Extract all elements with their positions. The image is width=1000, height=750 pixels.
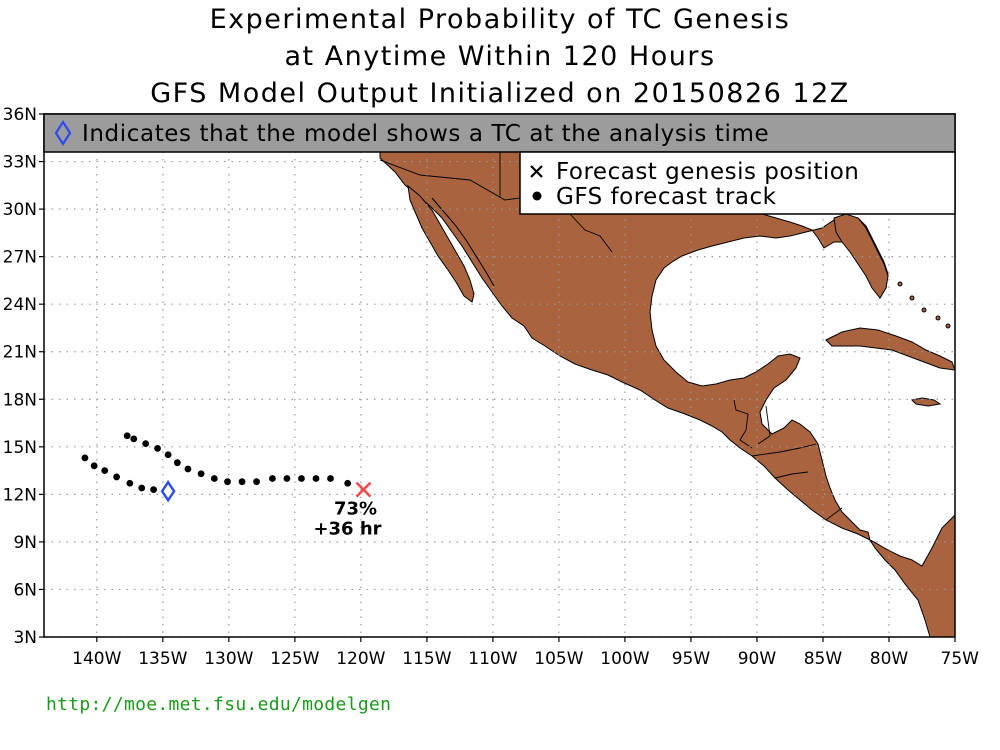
track-dot [197, 470, 205, 478]
x-mark-icon [530, 165, 543, 178]
bahamas-islands [897, 281, 951, 329]
lat-tick-label: 3N [13, 628, 37, 648]
legend-genesis-label: Forecast genesis position [556, 159, 859, 185]
track-dot [238, 478, 246, 486]
track-dot [138, 484, 146, 492]
banner-text: Indicates that the model shows a TC at t… [82, 121, 769, 147]
lon-tick-label: 140W [72, 649, 121, 669]
track-dot [113, 473, 121, 481]
lon-tick-label: 100W [600, 649, 649, 669]
track-dot [130, 435, 138, 443]
analysis-diamond-shape [160, 480, 176, 503]
track-dot [126, 479, 134, 487]
lat-tick-label: 12N [3, 485, 37, 505]
track-dot [210, 475, 218, 482]
lon-tick-label: 125W [270, 649, 319, 669]
lon-tick-label: 115W [402, 649, 451, 669]
map-subtitle: at Anytime Within 120 Hours [284, 41, 716, 72]
dot-icon [532, 191, 542, 201]
baja-california [407, 184, 475, 303]
track-dot [164, 451, 172, 459]
track-dot [283, 475, 291, 482]
lon-tick-label: 85W [804, 649, 843, 669]
lat-tick-label: 30N [3, 200, 37, 220]
genesis-x-stroke [355, 481, 372, 498]
lat-tick-label: 15N [3, 438, 37, 458]
lon-tick-label: 135W [138, 649, 187, 669]
track-dot [298, 475, 305, 482]
jamaica [910, 397, 942, 407]
lon-tick-label: 75W [941, 649, 980, 669]
diamond-icon [54, 119, 72, 147]
track-dot [184, 465, 192, 473]
legend-track-label: GFS forecast track [556, 184, 777, 210]
analysis-tc-diamond-icon [160, 480, 176, 503]
track-dot [312, 475, 320, 482]
genesis-probability-label: 73% [334, 499, 377, 520]
track-dot [327, 475, 334, 482]
lat-tick-label: 18N [3, 390, 37, 410]
track-dot [90, 462, 98, 470]
latitude-labels: 36N 33N 30N 27N 24N 21N 18N 15N 12N 9N 6N 3N [3, 105, 44, 648]
lat-tick-label: 6N [13, 580, 37, 600]
source-url-link[interactable]: http://moe.met.fsu.edu/modelgen [46, 694, 392, 715]
track-dot [269, 475, 276, 482]
model-init-line: GFS Model Output Initialized on 20150826… [150, 78, 850, 109]
lat-tick-label: 27N [3, 248, 37, 268]
gfs-forecast-track [81, 432, 352, 494]
genesis-x-mark-icon [355, 481, 372, 498]
gulf-of-california-coast [431, 197, 495, 287]
track-dot [253, 478, 260, 486]
cuba [825, 327, 955, 371]
lat-tick-label: 33N [3, 153, 37, 173]
analysis-banner: Indicates that the model shows a TC at t… [43, 113, 956, 153]
track-dot [123, 432, 131, 440]
track-dot [224, 478, 231, 486]
track-dot [154, 445, 161, 452]
land-layer [379, 114, 955, 637]
florida [833, 213, 889, 299]
track-dot [101, 467, 109, 474]
track-dot [173, 459, 181, 467]
track-dot [150, 486, 157, 494]
track-dot [81, 454, 89, 462]
track-dot [344, 479, 352, 487]
lon-tick-label: 80W [870, 649, 909, 669]
lat-tick-label: 24N [3, 295, 37, 315]
lon-tick-label: 120W [336, 649, 385, 669]
lon-tick-label: 110W [468, 649, 517, 669]
genesis-lead-time-label: +36 hr [313, 519, 381, 540]
track-dot [142, 440, 150, 448]
lon-tick-label: 95W [672, 649, 711, 669]
lat-tick-label: 36N [3, 105, 37, 125]
lon-tick-label: 105W [534, 649, 583, 669]
lat-tick-label: 9N [13, 533, 37, 553]
lon-tick-label: 130W [204, 649, 253, 669]
legend-box: Forecast genesis position GFS forecast t… [519, 151, 956, 215]
lat-tick-label: 21N [3, 343, 37, 363]
lon-tick-label: 90W [738, 649, 777, 669]
map-title: Experimental Probability of TC Genesis [209, 4, 791, 35]
longitude-labels: 140W 135W 130W 125W 120W 115W 110W 105W 100W 95W 9… [72, 637, 979, 669]
